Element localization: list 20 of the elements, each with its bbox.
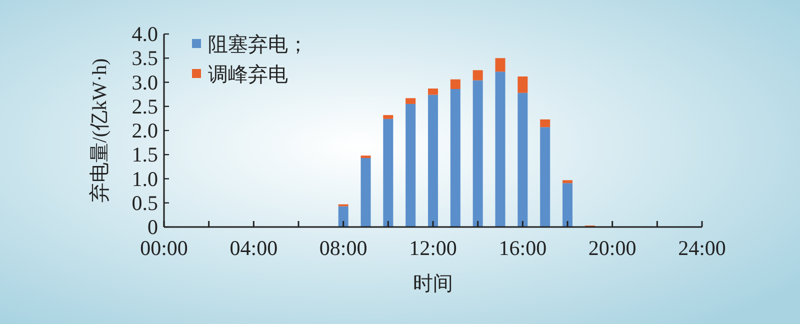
legend-label: 调峰弃电: [208, 63, 288, 86]
y-tick-label: 2.0: [132, 118, 158, 142]
x-tick-label: 24:00: [678, 236, 726, 260]
y-tick-label: 1.0: [132, 166, 158, 191]
legend-label: 阻塞弃电；: [208, 33, 308, 56]
x-axis-title: 时间: [413, 273, 453, 295]
y-tick-label: 3.0: [132, 70, 158, 94]
x-tick-label: 04:00: [230, 236, 278, 260]
y-tick-label: 4.0: [132, 22, 158, 46]
y-tick-label: 1.5: [132, 142, 158, 167]
y-tick-label: 2.5: [132, 94, 158, 118]
y-tick-label: 0: [148, 215, 158, 239]
x-tick-label: 16:00: [498, 236, 547, 260]
x-tick-label: 12:00: [409, 236, 457, 260]
x-tick-label: 00:00: [140, 236, 188, 260]
y-tick-label: 0.5: [132, 190, 158, 215]
x-tick-label: 20:00: [588, 236, 636, 260]
x-tick-label: 08:00: [319, 236, 368, 260]
y-axis-title: 弃电量/(亿kW·h): [88, 58, 111, 203]
y-tick-label: 3.5: [132, 46, 158, 70]
